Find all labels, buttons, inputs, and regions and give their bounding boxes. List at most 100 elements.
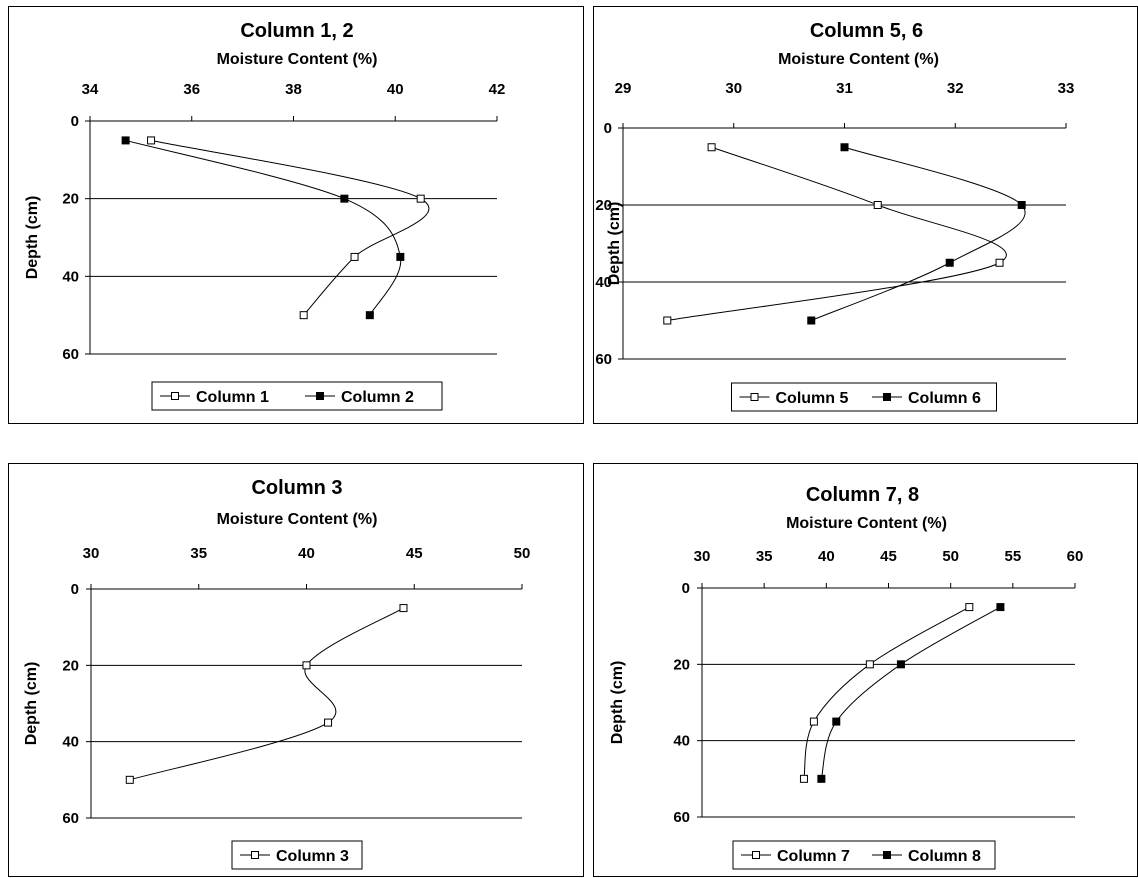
data-point-column-3-2 — [302, 661, 311, 670]
y-axis-label: Depth (cm) — [23, 662, 40, 746]
x-tick-label-30: 30 — [83, 545, 100, 562]
y-tick-label-20: 20 — [62, 191, 79, 208]
gridlines — [623, 204, 1066, 360]
x-axis-label: Moisture Content (%) — [217, 511, 378, 528]
data-point-column-7-3 — [809, 717, 818, 726]
x-axis-label: Moisture Content (%) — [778, 51, 939, 68]
chart-title: Column 7, 8 — [806, 484, 919, 506]
chart-panel-columns-5-6: Column 5, 6 Moisture Content (%) Depth (cm… — [593, 6, 1138, 424]
x-tick-label-36: 36 — [183, 81, 200, 98]
series-column-5 — [663, 143, 1007, 325]
legend-marker-column-1 — [171, 392, 179, 400]
x-tick-label-50: 50 — [942, 548, 959, 565]
x-tick-label-33: 33 — [1058, 80, 1075, 97]
chart-title: Column 3 — [251, 477, 342, 499]
data-point-column-3-4 — [125, 775, 134, 784]
chart-title: Column 5, 6 — [810, 20, 923, 42]
data-point-column-5-2 — [873, 201, 882, 209]
legend-item-column-3: Column 3 — [240, 848, 349, 865]
x-tick-label-45: 45 — [880, 548, 897, 565]
x-tick-label-40: 40 — [387, 81, 404, 98]
legend-marker-column-5 — [750, 393, 759, 401]
y-tick-label-60: 60 — [62, 810, 79, 827]
x-tick-label-50: 50 — [514, 545, 531, 562]
legend-item-column-8: Column 8 — [872, 848, 981, 865]
data-point-column-5-3 — [995, 258, 1004, 267]
data-point-column-6-1 — [840, 143, 849, 152]
legend: Column 7 Column 8 — [732, 840, 996, 870]
legend-box — [732, 840, 996, 870]
gridlines — [91, 664, 522, 819]
gridlines — [702, 663, 1075, 818]
y-tick-label-20: 20 — [595, 197, 612, 214]
x-tick-label-40: 40 — [818, 548, 835, 565]
x-axis-label: Moisture Content (%) — [217, 51, 378, 68]
legend-label-column-3: Column 3 — [276, 848, 349, 865]
data-point-column-2-1 — [121, 136, 130, 145]
x-tick-label-32: 32 — [947, 80, 964, 97]
x-tick-label-35: 35 — [190, 545, 207, 562]
legend-label-column-7: Column 7 — [777, 848, 850, 865]
series-line-column-6 — [811, 146, 1026, 321]
data-point-column-1-1 — [147, 136, 156, 145]
legend-box — [731, 382, 997, 412]
data-point-column-2-2 — [340, 194, 349, 203]
y-tick-label-40: 40 — [62, 268, 79, 285]
series-line-column-3 — [129, 607, 404, 781]
x-tick-label-31: 31 — [836, 80, 853, 97]
chart-title: Column 1, 2 — [240, 20, 353, 42]
legend-label-column-5: Column 5 — [776, 390, 849, 407]
series-line-column-5 — [667, 146, 1007, 321]
x-tick-label-40: 40 — [298, 545, 315, 562]
x-tick-label-29: 29 — [615, 80, 632, 97]
data-point-column-5-4 — [663, 316, 672, 325]
y-tick-label-0: 0 — [71, 581, 79, 598]
y-tick-label-60: 60 — [673, 809, 690, 826]
gridlines — [90, 198, 497, 355]
y-tick-label-0: 0 — [682, 580, 690, 597]
legend-item-column-2: Column 2 — [305, 389, 414, 406]
data-point-column-3-1 — [399, 604, 408, 613]
data-point-column-3-3 — [324, 718, 333, 727]
data-point-column-7-1 — [965, 603, 974, 612]
data-point-column-8-2 — [896, 660, 905, 669]
chart-svg-columns-5-6: Column 5, 6 Moisture Content (%) Depth (cm… — [595, 20, 1075, 412]
data-point-column-8-4 — [817, 774, 826, 783]
data-point-column-7-4 — [799, 774, 808, 783]
y-axis-label: Depth (cm) — [609, 661, 626, 745]
data-point-column-8-3 — [832, 717, 841, 726]
x-tick-label-45: 45 — [406, 545, 423, 562]
legend-marker-column-2 — [316, 392, 324, 400]
legend-item-column-6: Column 6 — [872, 390, 981, 407]
y-axis-label: Depth (cm) — [606, 202, 623, 286]
data-point-column-6-3 — [945, 258, 954, 267]
x-tick-label-35: 35 — [756, 548, 773, 565]
y-axis-label: Depth (cm) — [24, 196, 41, 280]
chart-svg-columns-1-2: Column 1, 2 Moisture Content (%) Depth (cm… — [24, 20, 505, 411]
y-tick-label-0: 0 — [604, 120, 612, 137]
chart-panel-column-3: Column 3 Moisture Content (%) Depth (cm) 30… — [8, 463, 584, 877]
data-point-column-7-2 — [865, 660, 874, 669]
legend-label-column-8: Column 8 — [908, 848, 981, 865]
data-point-column-1-3 — [350, 252, 359, 261]
y-tick-label-40: 40 — [673, 733, 690, 750]
chart-svg-column-3: Column 3 Moisture Content (%) Depth (cm) 30… — [23, 477, 531, 870]
y-tick-label-60: 60 — [62, 346, 79, 363]
series-column-2 — [121, 136, 405, 320]
series-line-column-1 — [150, 139, 430, 316]
series-column-8 — [817, 603, 1005, 783]
series-line-column-2 — [125, 139, 402, 316]
chart-panel-columns-7-8: Column 7, 8 Moisture Content (%) Depth (cm… — [593, 463, 1138, 877]
x-tick-label-30: 30 — [694, 548, 711, 565]
chart-panel-columns-1-2: Column 1, 2 Moisture Content (%) Depth (cm… — [8, 6, 584, 424]
y-tick-label-20: 20 — [673, 656, 690, 673]
y-tick-label-0: 0 — [71, 113, 79, 130]
data-point-column-6-4 — [807, 316, 816, 325]
y-tick-label-60: 60 — [595, 351, 612, 368]
series-column-6 — [807, 143, 1026, 325]
legend-box — [151, 381, 443, 411]
series-column-3 — [125, 604, 408, 784]
x-axis-label: Moisture Content (%) — [786, 515, 947, 532]
legend-item-column-7: Column 7 — [741, 848, 850, 865]
series-column-7 — [799, 603, 974, 783]
